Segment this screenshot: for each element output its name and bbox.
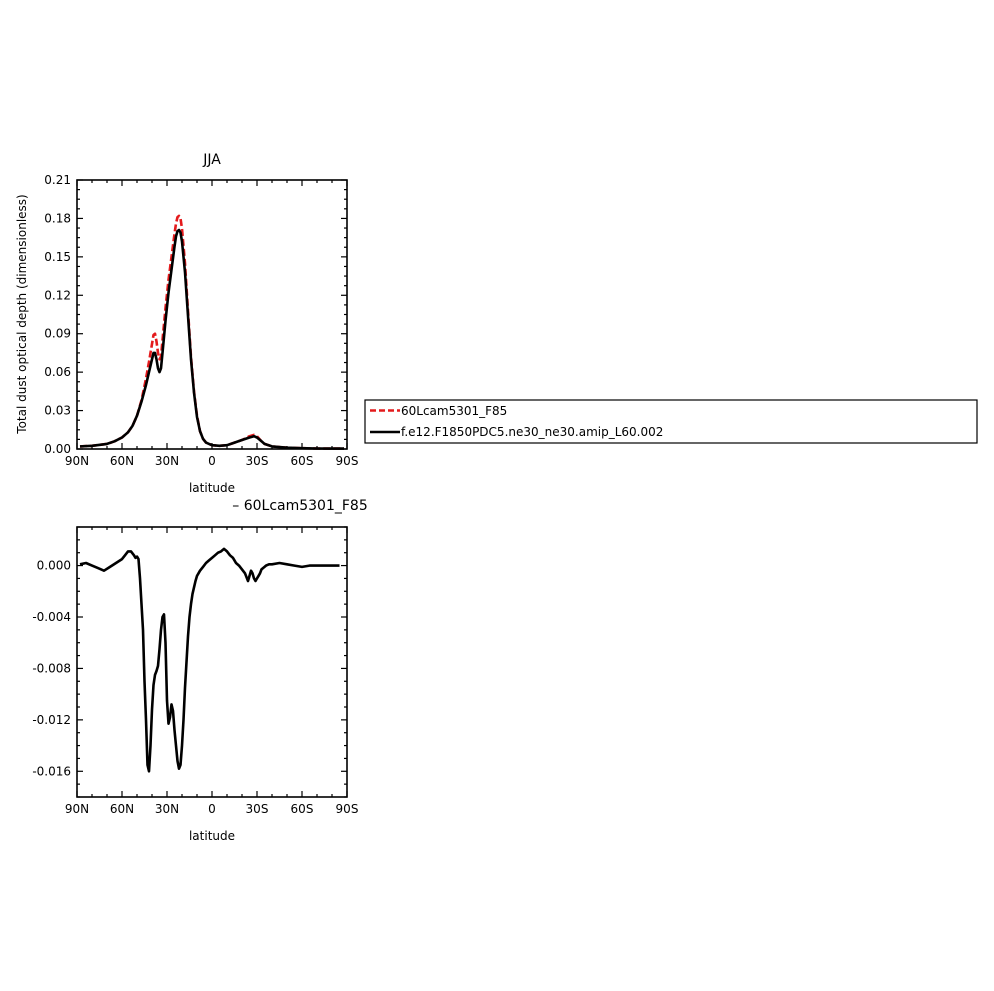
top-chart-y-axis-label: Total dust optical depth (dimensionless) xyxy=(15,194,29,434)
series-line-1 xyxy=(79,547,340,773)
y-tick-label: -0.004 xyxy=(32,610,71,624)
series-line-1 xyxy=(79,214,344,450)
y-tick-label: 0.18 xyxy=(44,211,71,225)
series-line-2 xyxy=(79,228,344,450)
x-tick-label: 60N xyxy=(110,454,134,468)
y-tick-label: 0.00 xyxy=(44,442,71,456)
top-chart-plot-area xyxy=(79,214,344,450)
y-tick-label: -0.016 xyxy=(32,764,71,778)
y-tick-label: -0.012 xyxy=(32,713,71,727)
bottom-chart-x-axis-label: latitude xyxy=(189,829,235,843)
x-tick-label: 90S xyxy=(336,454,359,468)
x-tick-label: 0 xyxy=(208,454,216,468)
y-tick-label: 0.21 xyxy=(44,173,71,187)
y-tick-label: 0.09 xyxy=(44,327,71,341)
top-panel: JJA Total dust optical depth (dimensionl… xyxy=(15,152,358,495)
bottom-chart-title: – 60Lcam5301_F85 xyxy=(232,498,367,514)
legend-label-series-1: 60Lcam5301_F85 xyxy=(401,404,507,418)
y-tick-label: 0.15 xyxy=(44,250,71,264)
x-tick-label: 60N xyxy=(110,802,134,816)
top-chart-frame xyxy=(76,179,348,450)
y-tick-label: 0.000 xyxy=(37,559,71,573)
x-tick-label: 90S xyxy=(336,802,359,816)
x-tick-label: 90N xyxy=(65,454,89,468)
top-chart-title: JJA xyxy=(202,152,221,168)
legend-box xyxy=(364,399,978,444)
x-tick-label: 90N xyxy=(65,802,89,816)
y-tick-label: 0.03 xyxy=(44,404,71,418)
x-tick-label: 30S xyxy=(246,802,269,816)
x-tick-label: 30N xyxy=(155,802,179,816)
top-chart-ticks: 90N 60N 30N 0 30S 60S 90S 0.00 0.03 0.06 0.09 0.12 0… xyxy=(44,173,358,468)
bottom-chart-plot-area xyxy=(79,547,340,773)
y-tick-label: 0.12 xyxy=(44,288,71,302)
x-tick-label: 30N xyxy=(155,454,179,468)
bottom-chart-frame xyxy=(76,526,348,798)
top-chart-x-axis-label: latitude xyxy=(189,481,235,495)
x-tick-label: 60S xyxy=(291,802,314,816)
x-tick-label: 30S xyxy=(246,454,269,468)
x-tick-label: 60S xyxy=(291,454,314,468)
bottom-chart-ticks: 90N 60N 30N 0 30S 60S 90S 0.000 -0.004 -0.008 -0.0… xyxy=(32,526,359,816)
bottom-panel: – 60Lcam5301_F85 latitude 90N 60N 30N 0 30S 6… xyxy=(32,498,367,843)
y-tick-label: -0.008 xyxy=(32,661,71,675)
legend-label-series-2: f.e12.F1850PDC5.ne30_ne30.amip_L60.002 xyxy=(401,425,663,439)
legend: 60Lcam5301_F85 f.e12.F1850PDC5.ne30_ne30… xyxy=(364,399,978,444)
x-tick-label: 0 xyxy=(208,802,216,816)
y-tick-label: 0.06 xyxy=(44,365,71,379)
